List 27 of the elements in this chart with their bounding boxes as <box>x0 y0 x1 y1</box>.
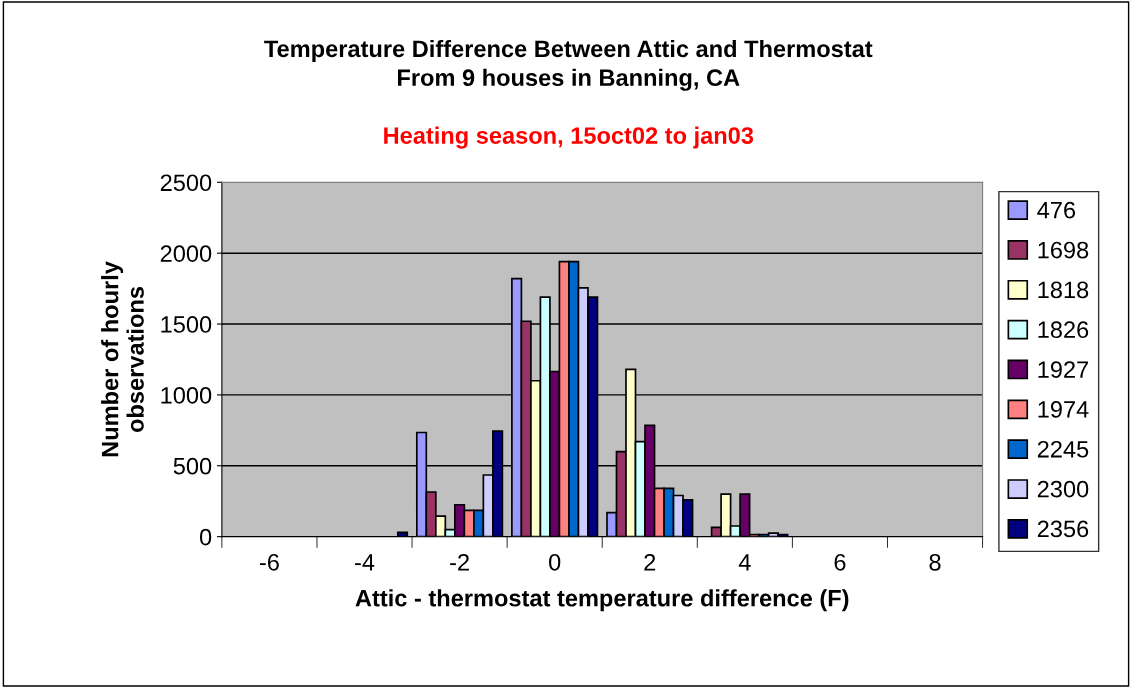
y-tick-label: 0 <box>199 528 212 546</box>
x-tick-label: -2 <box>450 553 469 571</box>
x-tick-label: 0 <box>549 553 561 571</box>
legend-label: 1927 <box>1038 361 1089 378</box>
legend-label: 1818 <box>1038 281 1089 299</box>
x-axis-title: Attic - thermostat temperature difference (F) <box>355 589 849 612</box>
legend-label: 1974 <box>1038 401 1089 418</box>
legend-label: 2356 <box>1037 520 1089 538</box>
legend-label: 1698 <box>1038 241 1089 259</box>
chart-title: Temperature Difference Between Attic and Thermostat From 9 houses in Banning, CA <box>264 39 873 91</box>
x-tick-label: -4 <box>355 554 375 571</box>
y-tick-label: 1000 <box>161 386 212 404</box>
legend-label: 2300 <box>1037 480 1089 498</box>
y-tick-label: 2500 <box>160 174 212 192</box>
legend-label: 1826 <box>1038 321 1089 339</box>
legend-label: 2245 <box>1037 440 1089 458</box>
y-tick-label: 500 <box>173 457 212 475</box>
y-tick-label: 1500 <box>161 316 212 333</box>
x-tick-label: 4 <box>738 554 751 571</box>
y-tick-label: 2000 <box>160 245 212 262</box>
chart-subtitle: Heating season, 15oct02 to jan03 <box>384 126 754 149</box>
x-tick-label: 6 <box>834 553 846 571</box>
x-tick-label: -6 <box>259 553 279 571</box>
x-tick-label: 2 <box>644 553 656 571</box>
legend-label: 476 <box>1037 201 1076 219</box>
y-axis-title: Number of hourly observations <box>101 261 144 457</box>
x-tick-label: 8 <box>929 553 941 571</box>
